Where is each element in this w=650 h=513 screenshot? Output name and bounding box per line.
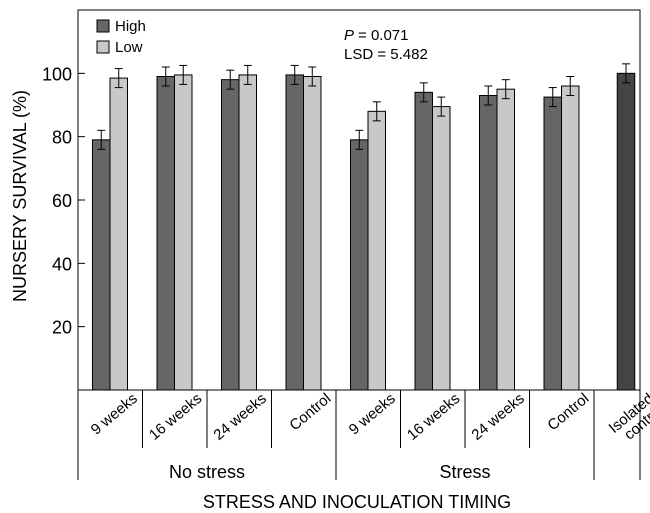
bar-low — [561, 85, 580, 391]
legend-label-low: Low — [115, 39, 143, 56]
bar-low — [174, 74, 193, 391]
y-tick-label: 40 — [52, 254, 72, 274]
legend-swatch-low — [96, 40, 110, 54]
x-axis-label: STRESS AND INOCULATION TIMING — [203, 492, 511, 512]
bar-low — [496, 88, 515, 391]
category-label: 16 weeks — [146, 390, 205, 444]
category-label: 24 weeks — [468, 390, 527, 444]
bar-low — [432, 106, 451, 391]
p-value-annotation: P = 0.071 — [344, 27, 408, 44]
category-label: 9 weeks — [346, 390, 399, 438]
legend-swatch-high — [96, 19, 110, 33]
bar-high — [479, 95, 498, 391]
bar-high — [350, 139, 369, 391]
category-label: 9 weeks — [88, 390, 141, 438]
bar-high — [156, 76, 175, 391]
bar-low — [367, 110, 386, 391]
y-tick-label: 80 — [52, 128, 72, 148]
bar-high — [221, 79, 240, 391]
category-label: Control — [544, 390, 592, 434]
category-label: 24 weeks — [210, 390, 269, 444]
group-label: No stress — [169, 462, 245, 482]
p-label: P — [344, 27, 354, 44]
group-label: Stress — [439, 462, 490, 482]
y-tick-label: 20 — [52, 318, 72, 338]
category-label: 16 weeks — [404, 390, 463, 444]
bar-isolated — [616, 72, 636, 391]
y-axis-label: NURSERY SURVIVAL (%) — [10, 90, 30, 302]
bar-high — [414, 91, 433, 391]
bar-high — [543, 96, 562, 391]
y-tick-label: 60 — [52, 191, 72, 211]
p-value: = 0.071 — [358, 27, 408, 44]
lsd-annotation: LSD = 5.482 — [344, 46, 428, 63]
bar-high — [92, 139, 111, 391]
category-label: Isolatedcontrol — [606, 390, 650, 448]
y-tick-label: 100 — [42, 64, 72, 84]
bar-low — [109, 77, 128, 391]
category-label: Control — [286, 390, 334, 434]
bar-high — [285, 74, 304, 391]
bar-low — [303, 76, 322, 391]
legend: High Low — [96, 18, 146, 56]
legend-label-high: High — [115, 18, 146, 35]
bar-low — [238, 74, 257, 391]
